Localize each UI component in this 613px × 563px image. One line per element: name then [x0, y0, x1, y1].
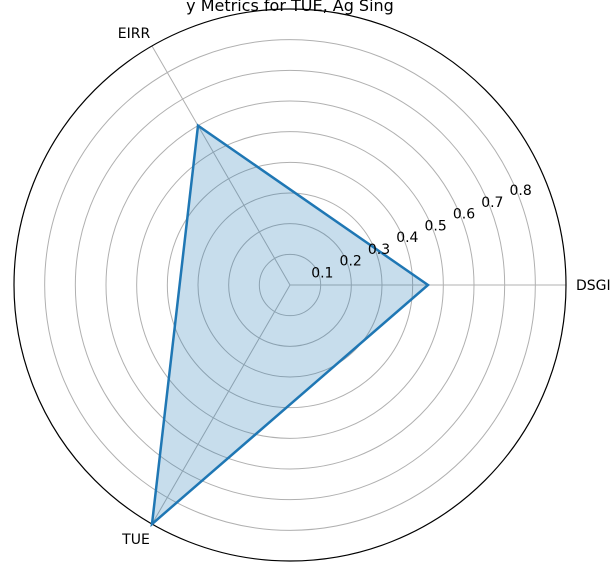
outer-ring — [13, 8, 567, 562]
radial-tick-label: 0.4 — [396, 230, 418, 246]
spoke-tue — [151, 284, 291, 525]
axis-label-tue: TUE — [121, 532, 150, 548]
axis-label-eirr: EIRR — [118, 26, 151, 42]
series-outline — [150, 123, 431, 528]
label-layer: 0.1 0.2 0.3 0.4 0.5 0.6 0.7 0.8 DSGI EIRR TUE — [118, 26, 611, 548]
series-fill — [152, 125, 428, 525]
radial-tick-label: 0.3 — [368, 242, 390, 258]
radial-tick-label: 0.1 — [311, 265, 333, 281]
radial-tick-label: 0.7 — [481, 195, 503, 211]
series-layer — [150, 123, 431, 528]
chart-title: y Metrics for TUE, Ag Sing — [186, 0, 394, 15]
radial-tick-label: 0.8 — [510, 183, 532, 199]
radial-tick-label: 0.2 — [340, 254, 362, 270]
spoke-eirr — [151, 45, 291, 286]
radial-tick-label: 0.6 — [453, 207, 475, 223]
axis-label-dsgi: DSGI — [576, 278, 611, 294]
radial-tick-label: 0.5 — [425, 218, 447, 234]
